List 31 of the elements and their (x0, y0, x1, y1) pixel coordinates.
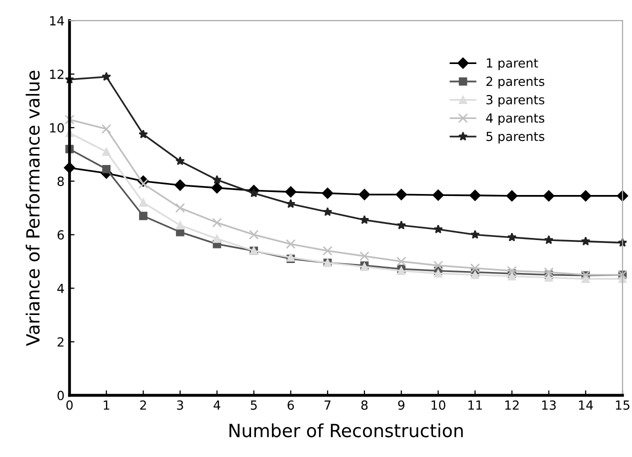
x-tick-label: 11 (468, 400, 482, 410)
x-tick-label: 2 (140, 400, 146, 410)
y-tick-label: 0 (58, 390, 64, 400)
x-tick-label: 0 (66, 400, 73, 410)
legend-label: 1 parent (486, 58, 538, 70)
x-axis-title: Number of Reconstruction (230, 423, 463, 438)
legend-label: 5 parents (486, 132, 544, 144)
x-tick-label: 9 (398, 400, 404, 410)
x-tick-label: 8 (361, 400, 368, 410)
x-tick-label: 15 (616, 400, 630, 410)
x-tick-label: 6 (288, 400, 294, 410)
y-axis-title: Variance of Performance value (26, 70, 40, 346)
x-tick-label: 5 (250, 400, 257, 410)
y-tick-label: 4 (57, 284, 64, 293)
y-tick-label: 12 (50, 70, 64, 79)
x-tick-label: 10 (432, 400, 446, 410)
x-tick-label: 7 (324, 400, 330, 410)
x-tick-label: 12 (505, 400, 519, 410)
x-tick-label: 3 (177, 400, 184, 410)
y-tick-label: 8 (58, 176, 64, 186)
legend-label: 3 parents (486, 94, 544, 107)
x-tick-label: 4 (214, 400, 220, 410)
y-tick-label: 10 (50, 123, 64, 133)
x-tick-label: 13 (542, 400, 556, 410)
y-tick-label: 2 (58, 337, 64, 347)
y-tick-label: 14 (50, 16, 64, 26)
legend-label: 4 parents (486, 113, 544, 126)
legend-label: 2 parents (486, 76, 544, 88)
x-tick-label: 14 (579, 400, 593, 410)
x-tick-label: 1 (104, 400, 110, 410)
y-tick-label: 6 (58, 230, 64, 240)
